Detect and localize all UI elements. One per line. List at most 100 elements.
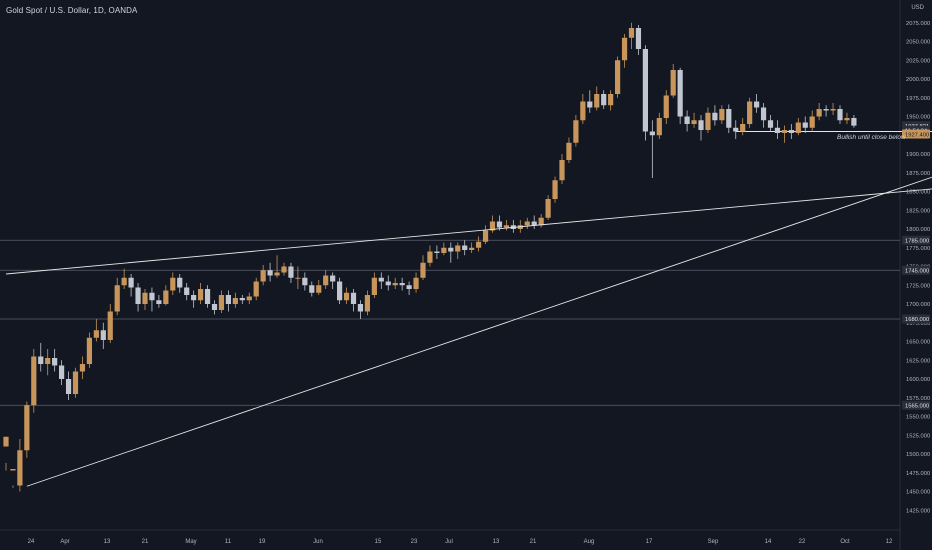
x-tick-label: 21 bbox=[530, 539, 537, 545]
candle-body bbox=[337, 281, 343, 301]
candle-body bbox=[531, 221, 537, 226]
candle-body bbox=[649, 131, 655, 136]
candle-body bbox=[198, 289, 204, 301]
price-level-tag-label: 1745.000 bbox=[905, 268, 929, 274]
candle-body bbox=[114, 285, 120, 312]
candle-body bbox=[754, 101, 760, 108]
candle-body bbox=[357, 304, 364, 312]
candle-body bbox=[135, 287, 141, 304]
candle-body bbox=[10, 469, 16, 471]
currency-unit: USD bbox=[911, 5, 924, 11]
price-level-tag bbox=[902, 400, 930, 410]
candle-body bbox=[809, 116, 815, 128]
price-level-tag bbox=[902, 314, 930, 324]
candle-body bbox=[830, 109, 836, 111]
candle-body bbox=[663, 95, 669, 118]
candle-body bbox=[601, 94, 607, 106]
x-tick-label: 22 bbox=[799, 539, 806, 545]
price-level-tag bbox=[902, 265, 930, 275]
y-tick-label: 1650.000 bbox=[906, 340, 930, 346]
candle-body bbox=[705, 112, 711, 130]
y-tick-label: 1450.000 bbox=[906, 490, 930, 496]
candle-body bbox=[239, 298, 245, 301]
candle-body bbox=[232, 298, 238, 304]
candle-body bbox=[86, 337, 92, 364]
annotation-text: Bullish until close below bbox=[837, 134, 906, 141]
price-level-tag-label: 1565.000 bbox=[905, 403, 929, 409]
y-tick-label: 1800.000 bbox=[906, 227, 930, 233]
candle-body bbox=[552, 180, 558, 199]
candle-body bbox=[580, 101, 586, 121]
candle-body bbox=[378, 277, 384, 282]
candle-body bbox=[740, 124, 746, 132]
candle-body bbox=[747, 101, 753, 124]
candle-body bbox=[281, 266, 287, 273]
y-tick-label: 2050.000 bbox=[906, 40, 930, 46]
y-tick-label: 1725.000 bbox=[906, 283, 930, 289]
y-tick-label: 1500.000 bbox=[906, 452, 930, 458]
candle-body bbox=[677, 70, 683, 117]
candle-body bbox=[496, 221, 503, 228]
candle-body bbox=[635, 28, 642, 49]
candle-body bbox=[573, 120, 579, 143]
candle-body bbox=[267, 270, 273, 276]
candle-body bbox=[823, 109, 829, 111]
candle-body bbox=[45, 358, 51, 364]
candle-body bbox=[420, 262, 426, 278]
candle-body bbox=[851, 118, 857, 126]
candle-body bbox=[163, 290, 169, 304]
candle-body bbox=[566, 142, 572, 160]
candle-body bbox=[482, 230, 489, 242]
candle-body bbox=[684, 116, 690, 124]
candle-body bbox=[670, 70, 676, 96]
candle-body bbox=[316, 285, 322, 293]
candle-body bbox=[191, 295, 197, 301]
x-tick-label: Apr bbox=[60, 539, 69, 545]
x-tick-label: 13 bbox=[104, 539, 111, 545]
candle-body bbox=[844, 118, 850, 121]
candle-body bbox=[149, 292, 155, 301]
candle-body bbox=[31, 356, 37, 406]
y-tick-label: 1900.000 bbox=[906, 152, 930, 158]
candle-body bbox=[469, 247, 475, 250]
y-tick-label: 1700.000 bbox=[906, 302, 930, 308]
candle-body bbox=[476, 241, 482, 248]
candle-body bbox=[691, 120, 697, 124]
candle-body bbox=[343, 292, 350, 301]
y-tick-label: 1600.000 bbox=[906, 377, 930, 383]
candle-body bbox=[24, 405, 30, 451]
x-tick-label: 13 bbox=[493, 539, 500, 545]
candle-body bbox=[774, 127, 781, 133]
y-tick-label: 1950.000 bbox=[906, 115, 930, 121]
candle-body bbox=[719, 109, 725, 121]
candle-body bbox=[309, 285, 315, 293]
candle-body bbox=[726, 109, 732, 128]
candle-body bbox=[72, 371, 79, 394]
price-level-tag-label: 1680.000 bbox=[905, 317, 929, 323]
candle-body bbox=[288, 266, 294, 278]
price-level-tag-label: 1927.400 bbox=[905, 132, 929, 138]
x-tick-label: 19 bbox=[259, 539, 266, 545]
y-tick-label: 2025.000 bbox=[906, 58, 930, 64]
candle-body bbox=[587, 101, 593, 108]
candle-body bbox=[559, 160, 565, 181]
y-tick-label: 1625.000 bbox=[906, 358, 930, 364]
candle-body bbox=[371, 277, 377, 295]
candle-body bbox=[837, 109, 843, 121]
candle-body bbox=[538, 217, 544, 226]
y-tick-label: 1675.000 bbox=[906, 321, 930, 327]
candle-body bbox=[788, 130, 794, 133]
candle-body bbox=[323, 275, 329, 286]
candle-body bbox=[3, 436, 9, 447]
candle-body bbox=[628, 28, 635, 38]
candle-body bbox=[399, 283, 405, 286]
y-tick-label: 1425.000 bbox=[906, 508, 930, 514]
candle-body bbox=[65, 379, 72, 394]
candle-body bbox=[107, 311, 113, 340]
candle-body bbox=[142, 292, 148, 304]
price-level-tag bbox=[902, 235, 930, 245]
candle-body bbox=[392, 283, 398, 286]
candle-body bbox=[350, 292, 357, 304]
price-level-tag-label: 1785.000 bbox=[905, 238, 929, 244]
